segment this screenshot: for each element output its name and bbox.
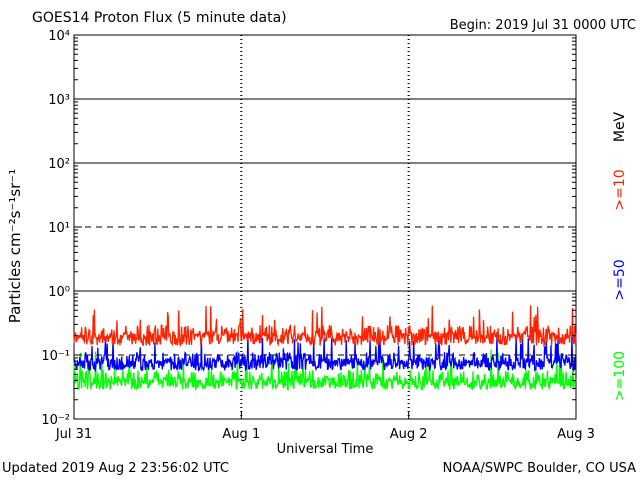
y-tick-label: 10⁻¹ [41, 349, 70, 364]
legend: MeV >=10 >=50 >=100 [612, 111, 628, 401]
y-tick-label: 10² [48, 157, 70, 172]
y-tick-label: 10⁻² [41, 413, 70, 428]
legend-series-10mev: >=10 [612, 169, 628, 210]
series-line-50mev [73, 335, 577, 373]
x-axis-label: Universal Time [277, 442, 374, 457]
updated-timestamp: Updated 2019 Aug 2 23:56:02 UTC [2, 461, 229, 476]
chart-title: GOES14 Proton Flux (5 minute data) [32, 10, 287, 26]
y-tick-label: 10⁰ [48, 285, 70, 300]
legend-unit: MeV [612, 111, 628, 142]
y-tick-label: 10⁴ [48, 29, 70, 44]
x-tick-label: Aug 2 [390, 427, 428, 442]
y-axis-label: Particles cm⁻²s⁻¹sr⁻¹ [6, 169, 24, 323]
series-line-100mev [73, 349, 577, 391]
x-tick-label: Aug 3 [557, 427, 595, 442]
y-tick-label: 10³ [48, 93, 70, 108]
credit-label: NOAA/SWPC Boulder, CO USA [443, 461, 636, 476]
x-tick-label: Jul 31 [55, 427, 92, 442]
legend-series-50mev: >=50 [612, 259, 628, 300]
x-axis: Jul 31 Aug 1 Aug 2 Aug 3 [55, 411, 595, 442]
begin-label: Begin: 2019 Jul 31 0000 UTC [450, 18, 636, 33]
series-line-10mev [73, 305, 577, 348]
legend-series-100mev: >=100 [612, 351, 628, 401]
grid-lines [74, 35, 576, 419]
y-tick-label: 10¹ [48, 221, 70, 236]
x-tick-label: Aug 1 [222, 427, 260, 442]
series-layer [73, 305, 577, 391]
y-axis: 10⁻² 10⁻¹ 10⁰ 10¹ 10² 10³ 10⁴ [41, 29, 576, 428]
